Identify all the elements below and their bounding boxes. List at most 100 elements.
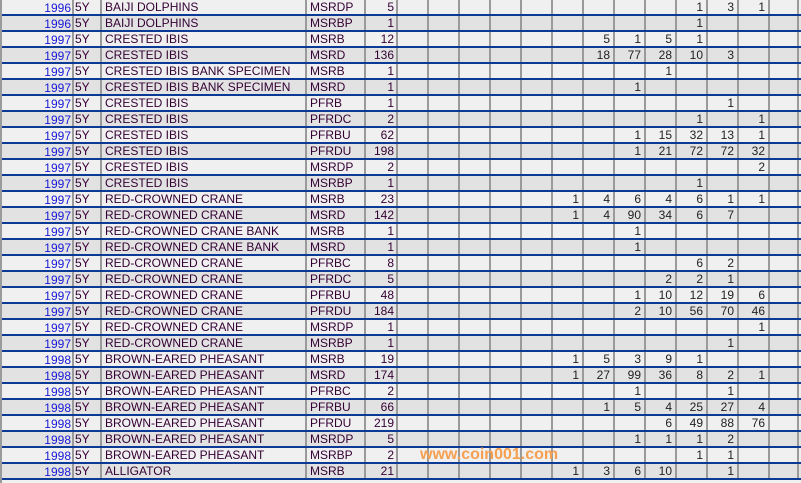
grade-count-cell bbox=[553, 32, 584, 46]
year-link[interactable]: 1998 bbox=[2, 416, 74, 430]
grade-count-cell bbox=[646, 176, 677, 190]
year-link[interactable]: 1997 bbox=[2, 272, 74, 286]
grade-count-cell bbox=[646, 320, 677, 334]
grade-count-cell: 4 bbox=[646, 400, 677, 414]
grade-count-cell bbox=[646, 384, 677, 398]
grade-count-cell bbox=[491, 288, 522, 302]
grade-count-cell: 1 bbox=[677, 16, 708, 30]
grade-count-cell bbox=[522, 48, 553, 62]
table-row: 1997 5Y RED-CROWNED CRANE PFRBU 48 1 10 12 19 6 bbox=[2, 288, 801, 304]
grade-count-cell bbox=[491, 96, 522, 110]
year-link[interactable]: 1997 bbox=[2, 112, 74, 126]
year-link[interactable]: 1997 bbox=[2, 240, 74, 254]
year-link[interactable]: 1998 bbox=[2, 400, 74, 414]
grade-count-cell bbox=[584, 144, 615, 158]
grade-count-cell bbox=[708, 80, 739, 94]
total-cell: 136 bbox=[366, 48, 398, 62]
grade-count-cell bbox=[615, 256, 646, 270]
table-row: 1998 5Y BROWN-EARED PHEASANT MSRBP 2 1 1 bbox=[2, 448, 801, 464]
year-link[interactable]: 1997 bbox=[2, 208, 74, 222]
year-link[interactable]: 1997 bbox=[2, 336, 74, 350]
table-row: 1997 5Y RED-CROWNED CRANE PFRDC 5 2 2 1 bbox=[2, 272, 801, 288]
grade-count-cell bbox=[739, 432, 770, 446]
grade-count-cell bbox=[522, 96, 553, 110]
year-link[interactable]: 1997 bbox=[2, 256, 74, 270]
grade-count-cell bbox=[398, 400, 429, 414]
grade-count-cell bbox=[584, 432, 615, 446]
grade-count-cell: 1 bbox=[708, 192, 739, 206]
total-cell: 2 bbox=[366, 448, 398, 462]
grade-count-cell: 10 bbox=[646, 288, 677, 302]
year-link[interactable]: 1997 bbox=[2, 192, 74, 206]
grade-count-cell bbox=[398, 64, 429, 78]
grade-count-cell: 36 bbox=[646, 368, 677, 382]
grade-type-cell: MSRDP bbox=[307, 160, 366, 174]
grade-count-cell bbox=[646, 80, 677, 94]
grade-count-cell bbox=[491, 48, 522, 62]
grade-count-cell bbox=[770, 48, 799, 62]
table-row: 1997 5Y RED-CROWNED CRANE MSRD 142 1 4 90 34 6 7 bbox=[2, 208, 801, 224]
grade-count-cell: 21 bbox=[646, 144, 677, 158]
year-link[interactable]: 1997 bbox=[2, 288, 74, 302]
grade-count-cell bbox=[491, 400, 522, 414]
grade-count-cell: 77 bbox=[615, 48, 646, 62]
grade-count-cell bbox=[460, 432, 491, 446]
grade-count-cell bbox=[522, 400, 553, 414]
term-cell: 5Y bbox=[74, 208, 102, 222]
grade-count-cell bbox=[398, 16, 429, 30]
grade-count-cell bbox=[429, 240, 460, 254]
grade-count-cell bbox=[460, 208, 491, 222]
year-link[interactable]: 1997 bbox=[2, 176, 74, 190]
grade-count-cell: 3 bbox=[615, 352, 646, 366]
grade-count-cell bbox=[429, 112, 460, 126]
grade-count-cell bbox=[584, 80, 615, 94]
grade-count-cell bbox=[770, 320, 799, 334]
grade-count-cell bbox=[491, 352, 522, 366]
coin-name-cell: CRESTED IBIS bbox=[102, 160, 307, 174]
grade-type-cell: MSRB bbox=[307, 224, 366, 238]
year-link[interactable]: 1997 bbox=[2, 48, 74, 62]
grade-count-cell bbox=[615, 416, 646, 430]
grade-count-cell bbox=[522, 288, 553, 302]
year-link[interactable]: 1997 bbox=[2, 64, 74, 78]
year-link[interactable]: 1998 bbox=[2, 352, 74, 366]
year-link[interactable]: 1998 bbox=[2, 448, 74, 462]
year-link[interactable]: 1998 bbox=[2, 368, 74, 382]
total-cell: 62 bbox=[366, 128, 398, 142]
grade-count-cell: 1 bbox=[708, 96, 739, 110]
grade-count-cell bbox=[429, 368, 460, 382]
grade-type-cell: PFRBU bbox=[307, 288, 366, 302]
grade-count-cell bbox=[429, 256, 460, 270]
year-link[interactable]: 1997 bbox=[2, 320, 74, 334]
grade-count-cell bbox=[770, 80, 799, 94]
year-link[interactable]: 1997 bbox=[2, 32, 74, 46]
year-link[interactable]: 1996 bbox=[2, 16, 74, 30]
grade-count-cell: 15 bbox=[646, 128, 677, 142]
term-cell: 5Y bbox=[74, 128, 102, 142]
year-link[interactable]: 1998 bbox=[2, 384, 74, 398]
table-row: 1997 5Y RED-CROWNED CRANE BANK MSRD 1 1 bbox=[2, 240, 801, 256]
coin-name-cell: BAIJI DOLPHINS bbox=[102, 16, 307, 30]
grade-count-cell bbox=[677, 240, 708, 254]
year-link[interactable]: 1997 bbox=[2, 96, 74, 110]
year-link[interactable]: 1997 bbox=[2, 128, 74, 142]
grade-count-cell: 6 bbox=[739, 288, 770, 302]
year-link[interactable]: 1997 bbox=[2, 304, 74, 318]
grade-count-cell: 1 bbox=[677, 32, 708, 46]
grade-count-cell: 2 bbox=[708, 368, 739, 382]
year-link[interactable]: 1997 bbox=[2, 160, 74, 174]
total-cell: 2 bbox=[366, 160, 398, 174]
grade-count-cell bbox=[553, 240, 584, 254]
year-link[interactable]: 1998 bbox=[2, 464, 74, 478]
coin-name-cell: RED-CROWNED CRANE bbox=[102, 304, 307, 318]
year-link[interactable]: 1997 bbox=[2, 80, 74, 94]
grade-count-cell bbox=[398, 288, 429, 302]
grade-count-cell bbox=[584, 112, 615, 126]
year-link[interactable]: 1998 bbox=[2, 432, 74, 446]
year-link[interactable]: 1997 bbox=[2, 144, 74, 158]
grade-count-cell bbox=[553, 288, 584, 302]
year-link[interactable]: 1997 bbox=[2, 224, 74, 238]
grade-count-cell: 10 bbox=[646, 304, 677, 318]
year-link[interactable]: 1996 bbox=[2, 0, 74, 14]
table-row: 1998 5Y BROWN-EARED PHEASANT MSRB 19 1 5 3 9 1 bbox=[2, 352, 801, 368]
